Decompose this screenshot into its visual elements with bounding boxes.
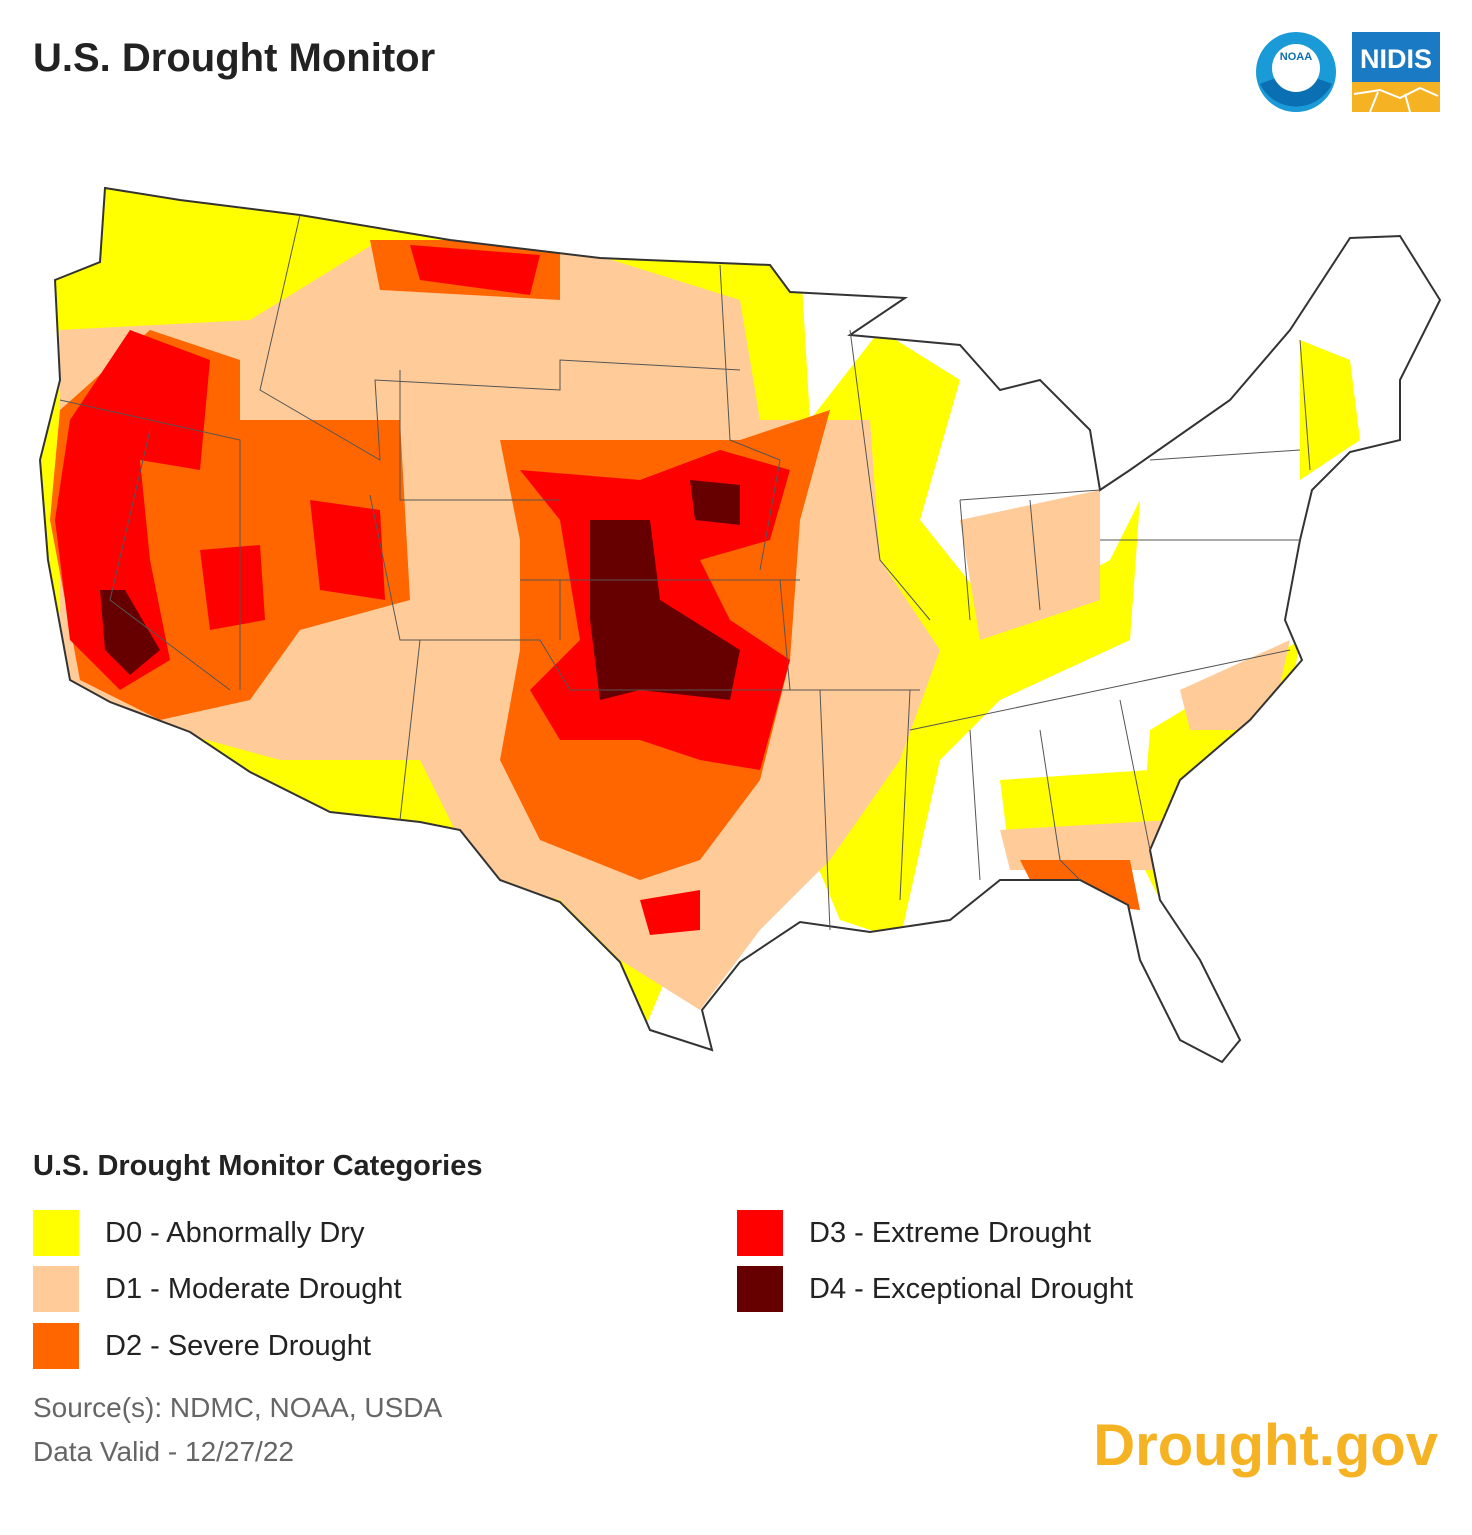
- data-date: Data Valid - 12/27/22: [33, 1436, 294, 1467]
- d4-area: [100, 480, 740, 700]
- legend-item: D1 - Moderate Drought: [33, 1266, 402, 1312]
- nidis-cracks: [1353, 86, 1439, 113]
- d1-area: [960, 490, 1290, 870]
- brand: Drought.gov: [1093, 1413, 1438, 1478]
- legend-label: D2 - Severe Drought: [105, 1329, 371, 1362]
- legend-swatch: [33, 1266, 79, 1312]
- d3-area: [55, 330, 385, 690]
- legend-item: D4 - Exceptional Drought: [737, 1266, 1133, 1312]
- noaa-text: NOAA: [1280, 51, 1312, 63]
- legend-item: D3 - Extreme Drought: [737, 1210, 1091, 1256]
- legend-label: D0 - Abnormally Dry: [105, 1216, 365, 1249]
- legend-swatch: [737, 1266, 783, 1312]
- map: [39, 187, 1441, 1063]
- legend-item: D2 - Severe Drought: [33, 1323, 371, 1369]
- state-borders: [59, 214, 1311, 931]
- legend-swatch: [33, 1323, 79, 1369]
- nidis-text: NIDIS: [1360, 44, 1432, 74]
- legend-swatch: [33, 1210, 79, 1256]
- drought-areas: [40, 188, 1360, 1040]
- d2-area: [370, 240, 1140, 910]
- legend-label: D1 - Moderate Drought: [105, 1272, 402, 1305]
- noaa-inner: [1272, 44, 1320, 92]
- logos: NOAA NIDIS: [1256, 32, 1440, 113]
- legend-swatch: [737, 1210, 783, 1256]
- legend-title: U.S. Drought Monitor Categories: [33, 1150, 483, 1182]
- nidis-box: [1352, 32, 1440, 82]
- legend-label: D3 - Extreme Drought: [809, 1216, 1092, 1249]
- legend-item: D0 - Abnormally Dry: [33, 1210, 364, 1256]
- title: U.S. Drought Monitor: [33, 36, 436, 80]
- sources: Source(s): NDMC, NOAA, USDA: [33, 1392, 443, 1423]
- legend-label: D4 - Exceptional Drought: [809, 1272, 1133, 1305]
